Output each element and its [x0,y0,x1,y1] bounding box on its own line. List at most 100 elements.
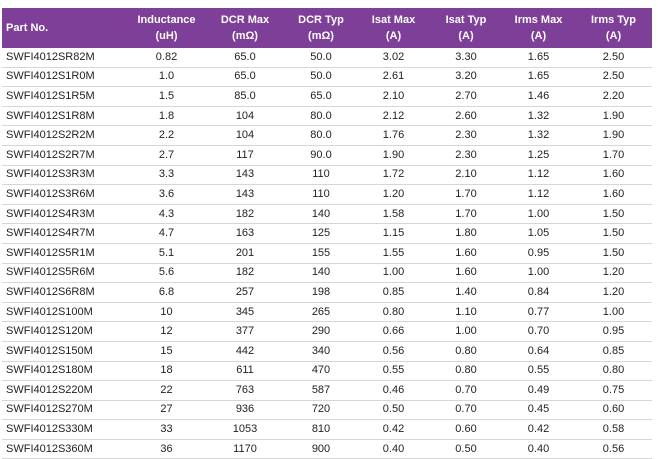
cell: 290 [285,321,357,342]
cell: 10 [128,302,205,323]
cell: 182 [205,263,285,284]
cell: 117 [205,145,285,166]
table-row: SWFI4012S6R8M 6.8 257 198 0.85 1.40 0.84 1.20 [2,282,652,303]
table-row: SWFI4012S270M 27 936 720 0.50 0.70 0.45 0.60 [2,400,652,421]
cell: 0.70 [430,380,502,401]
cell: 125 [285,223,357,244]
cell: 5.6 [128,263,205,284]
table-row: SWFI4012S360M 36 1170 900 0.40 0.50 0.40 0.56 [2,439,652,459]
cell: 1.50 [575,243,652,264]
column-header: Irms Max (A) [502,8,575,48]
cell: 90.0 [285,145,357,166]
table-row: SWFI4012S3R6M 3.6 143 110 1.20 1.70 1.12 1.60 [2,184,652,205]
cell: 442 [205,341,285,362]
cell: 1.32 [502,125,575,146]
cell: 1.12 [502,165,575,186]
cell: 140 [285,263,357,284]
cell: 163 [205,223,285,244]
cell: 1.58 [357,204,430,225]
part-number: SWFI4012S5R1M [2,243,128,264]
table-body: SWFI4012SR82M 0.82 65.0 50.0 3.02 3.30 1.65 2.5… [2,48,652,459]
cell: 0.77 [502,302,575,323]
cell: 0.42 [502,419,575,440]
cell: 4.3 [128,204,205,225]
column-unit: (A) [458,30,474,42]
table-row: SWFI4012S4R7M 4.7 163 125 1.15 1.80 1.05 1.50 [2,223,652,244]
part-number: SWFI4012S150M [2,341,128,362]
cell: 0.95 [575,321,652,342]
cell: 1.10 [430,302,502,323]
cell: 198 [285,282,357,303]
cell: 1.25 [502,145,575,166]
cell: 0.45 [502,400,575,421]
part-number: SWFI4012S2R2M [2,125,128,146]
cell: 0.40 [357,439,430,459]
cell: 0.80 [430,341,502,362]
cell: 257 [205,282,285,303]
table-row: SWFI4012S2R7M 2.7 117 90.0 1.90 2.30 1.25 1.70 [2,145,652,166]
cell: 2.10 [357,86,430,107]
cell: 1.90 [575,106,652,127]
cell: 0.60 [575,400,652,421]
cell: 1.65 [502,67,575,88]
table-row: SWFI4012S5R1M 5.1 201 155 1.55 1.60 0.95 1.50 [2,243,652,264]
cell: 12 [128,321,205,342]
cell: 0.58 [575,419,652,440]
column-header: DCR Typ (mΩ) [285,8,357,48]
cell: 0.64 [502,341,575,362]
cell: 65.0 [285,86,357,107]
cell: 1.70 [430,184,502,205]
column-unit: (A) [385,30,402,42]
cell: 1.70 [430,204,502,225]
cell: 3.02 [357,48,430,68]
table-row: SWFI4012S1R0M 1.0 65.0 50.0 2.61 3.20 1.65 2.50 [2,67,652,88]
part-number: SWFI4012S120M [2,321,128,342]
cell: 2.12 [357,106,430,127]
cell: 377 [205,321,285,342]
cell: 0.66 [357,321,430,342]
table-row: SWFI4012S2R2M 2.2 104 80.0 1.76 2.30 1.32 1.90 [2,125,652,146]
part-number: SWFI4012S1R0M [2,67,128,88]
cell: 1.15 [357,223,430,244]
cell: 340 [285,341,357,362]
cell: 3.3 [128,165,205,186]
part-number: SWFI4012S100M [2,302,128,323]
cell: 2.20 [575,86,652,107]
cell: 1.65 [502,48,575,68]
cell: 1053 [205,419,285,440]
cell: 0.70 [502,321,575,342]
cell: 0.60 [430,419,502,440]
cell: 18 [128,361,205,382]
cell: 33 [128,419,205,440]
cell: 1.55 [357,243,430,264]
cell: 1.00 [575,302,652,323]
column-name: Isat Max [371,14,416,26]
cell: 1.00 [502,263,575,284]
cell: 1.46 [502,86,575,107]
cell: 1.70 [575,145,652,166]
cell: 27 [128,400,205,421]
cell: 1.40 [430,282,502,303]
cell: 1.32 [502,106,575,127]
table-row: SWFI4012S120M 12 377 290 0.66 1.00 0.70 0.95 [2,321,652,342]
cell: 0.40 [502,439,575,459]
part-number: SWFI4012S4R3M [2,204,128,225]
cell: 1.00 [357,263,430,284]
cell: 0.82 [128,48,205,68]
table-row: SWFI4012S100M 10 345 265 0.80 1.10 0.77 1.00 [2,302,652,323]
part-number: SWFI4012S220M [2,380,128,401]
cell: 0.80 [575,361,652,382]
cell: 1.72 [357,165,430,186]
part-number: SWFI4012S330M [2,419,128,440]
cell: 1.60 [430,243,502,264]
cell: 110 [285,165,357,186]
cell: 587 [285,380,357,401]
cell: 36 [128,439,205,459]
column-name: Irms Max [514,14,563,26]
part-number: SWFI4012S1R5M [2,86,128,107]
column-header: DCR Max (mΩ) [205,8,285,48]
cell: 2.50 [575,48,652,68]
cell: 2.50 [575,67,652,88]
part-number: SWFI4012S2R7M [2,145,128,166]
cell: 140 [285,204,357,225]
